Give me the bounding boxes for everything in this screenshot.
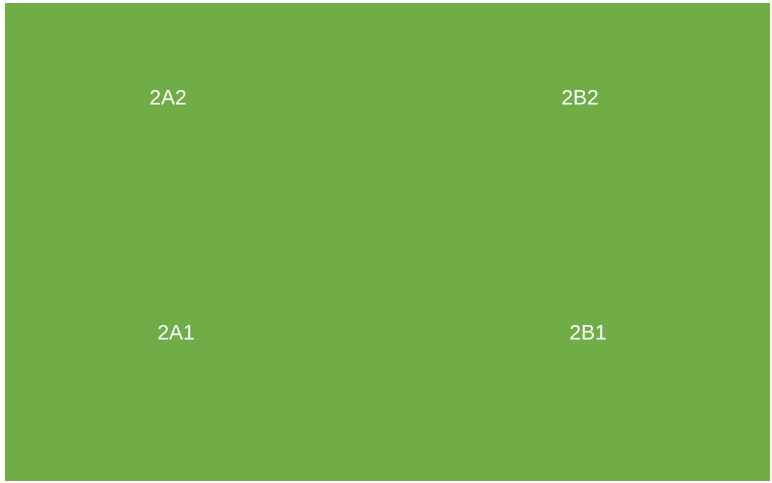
green-panel: [5, 3, 770, 481]
label: 2B1: [569, 322, 606, 345]
label: 2B2: [561, 87, 598, 110]
label: 2A1: [157, 322, 194, 345]
label: 2A2: [149, 87, 186, 110]
